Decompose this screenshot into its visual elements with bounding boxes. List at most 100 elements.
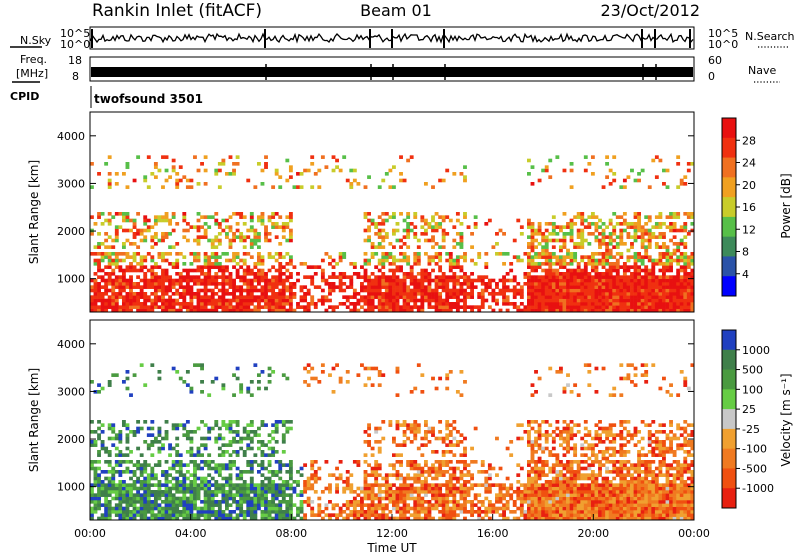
power-cell	[622, 275, 627, 279]
velocity-cell	[306, 480, 311, 484]
power-cell	[676, 292, 681, 296]
power-cell	[541, 282, 546, 286]
velocity-cell	[338, 476, 343, 481]
power-cell	[672, 228, 677, 233]
power-cell	[644, 292, 649, 296]
velocity-cell	[139, 463, 144, 467]
velocity-cell	[239, 496, 244, 501]
velocity-cell	[427, 483, 432, 487]
power-cell	[320, 298, 325, 303]
velocity-cell	[239, 470, 244, 474]
power-cell	[210, 305, 215, 309]
velocity-cell	[221, 443, 226, 447]
power-cell	[448, 302, 453, 306]
velocity-cell	[146, 426, 151, 431]
power-cell	[104, 265, 109, 269]
power-cell	[182, 218, 187, 223]
velocity-cell	[242, 516, 247, 521]
power-cell	[448, 288, 453, 293]
velocity-cell	[150, 433, 155, 437]
power-cell	[367, 278, 371, 283]
velocity-cell	[505, 503, 510, 507]
power-cell	[132, 268, 137, 273]
power-cell	[249, 215, 254, 219]
power-cell	[647, 295, 652, 299]
velocity-cell	[100, 493, 105, 497]
velocity-cell	[203, 500, 208, 504]
power-cell	[214, 258, 219, 263]
velocity-cell	[317, 496, 322, 501]
velocity-cell	[285, 516, 290, 521]
power-cell	[619, 265, 624, 269]
power-cell	[153, 215, 158, 219]
velocity-cell	[221, 383, 226, 387]
date-title: 23/Oct/2012	[600, 1, 700, 20]
power-cell	[548, 262, 553, 266]
velocity-cell	[239, 510, 244, 514]
power-cell	[281, 308, 286, 313]
velocity-cell	[143, 490, 148, 494]
power-cell	[114, 225, 119, 229]
velocity-cell	[448, 433, 453, 437]
power-cell	[601, 298, 606, 303]
power-cell	[271, 255, 276, 259]
power-cell	[253, 295, 258, 299]
velocity-cell	[189, 453, 194, 457]
velocity-cell	[125, 503, 130, 507]
velocity-cell	[264, 423, 268, 427]
velocity-cell	[271, 446, 276, 451]
power-cell	[129, 255, 133, 259]
velocity-cell	[399, 473, 403, 477]
velocity-cell	[303, 516, 308, 521]
power-cell	[221, 302, 226, 306]
power-cell	[601, 228, 606, 233]
power-cell	[569, 285, 574, 289]
velocity-cell	[427, 516, 432, 521]
velocity-cell	[153, 513, 158, 517]
velocity-cell	[463, 503, 467, 507]
velocity-cell	[519, 483, 524, 487]
power-cell	[679, 288, 684, 293]
velocity-cell	[207, 486, 212, 491]
power-cell	[484, 282, 489, 286]
power-cell	[665, 278, 670, 283]
power-cell	[587, 275, 592, 279]
power-cell	[153, 292, 158, 296]
velocity-cell	[235, 450, 240, 454]
velocity-cell	[388, 510, 393, 514]
velocity-cell	[143, 513, 148, 517]
power-cell	[388, 252, 393, 256]
power-cell	[576, 235, 581, 239]
power-cell	[214, 272, 219, 276]
velocity-cell	[484, 480, 489, 484]
velocity-cell	[150, 516, 155, 521]
power-cell	[562, 285, 567, 289]
velocity-cell	[118, 500, 123, 504]
velocity-cell	[189, 490, 194, 494]
velocity-cell	[260, 443, 265, 447]
power-cell	[676, 298, 681, 303]
power-cell	[274, 302, 279, 306]
power-cell	[427, 305, 432, 309]
power-cell	[157, 252, 162, 256]
velocity-cell	[185, 516, 190, 521]
velocity-cell	[349, 500, 354, 504]
power-cell	[281, 272, 286, 276]
power-cell	[423, 238, 428, 243]
velocity-cell	[200, 483, 204, 487]
velocity-cell	[395, 426, 400, 431]
power-cell	[384, 258, 389, 263]
power-cell	[537, 292, 542, 296]
power-cell	[654, 245, 659, 249]
velocity-cell	[502, 506, 506, 511]
power-cell	[487, 285, 492, 289]
velocity-cell	[448, 466, 453, 471]
velocity-cell	[175, 516, 180, 521]
power-cell	[523, 308, 528, 313]
power-cell	[399, 295, 403, 299]
power-cell	[583, 308, 588, 313]
velocity-cell	[395, 460, 400, 464]
power-cell	[622, 305, 627, 309]
velocity-cell	[150, 440, 155, 444]
power-cell	[662, 182, 666, 186]
